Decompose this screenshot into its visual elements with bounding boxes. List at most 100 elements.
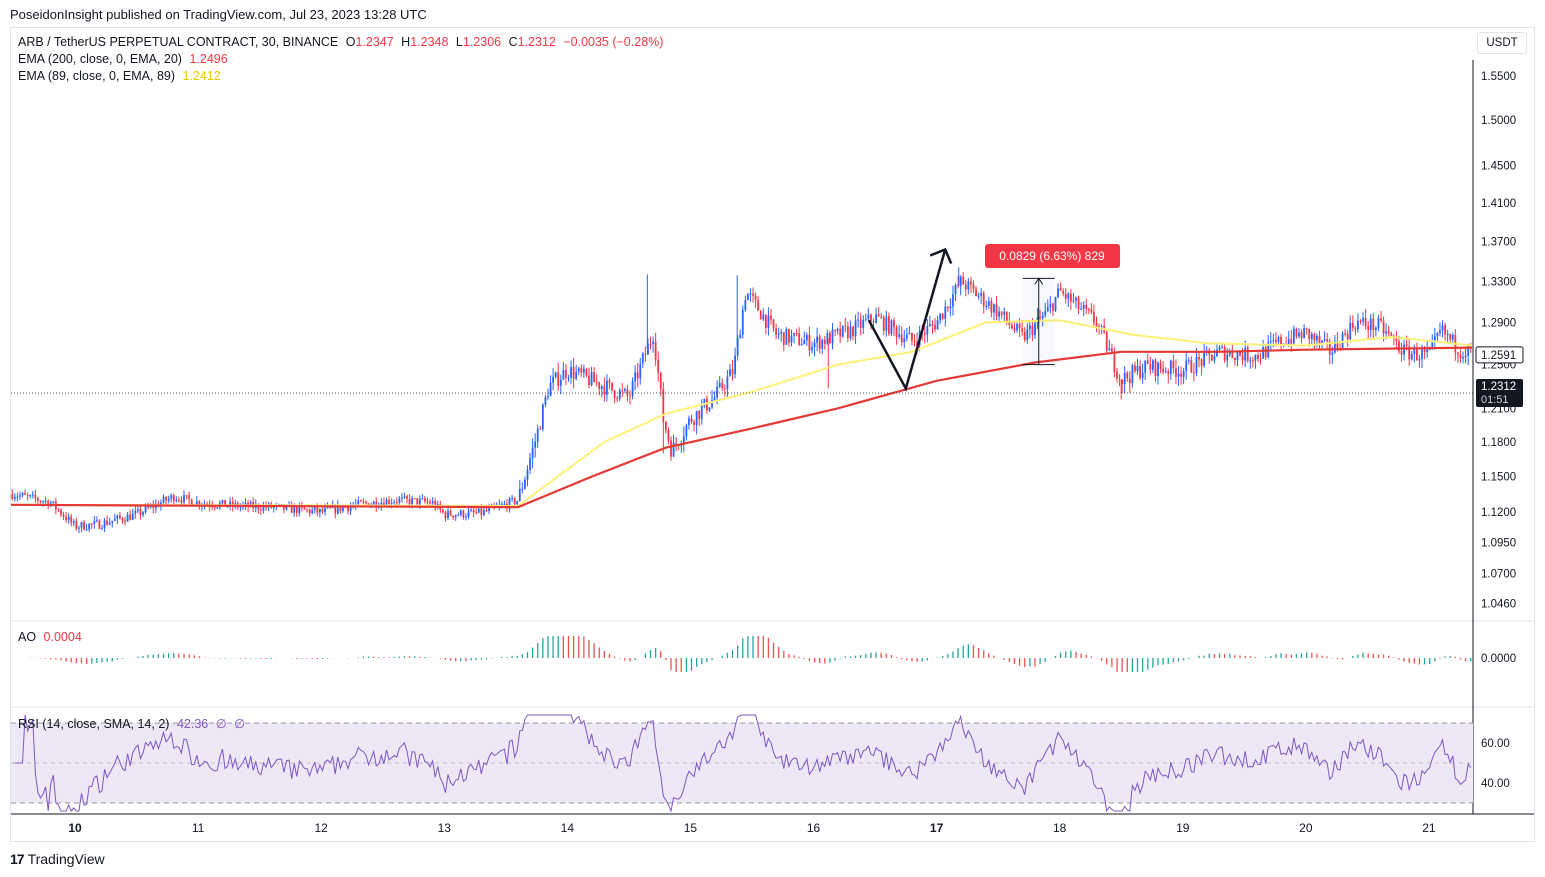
- rsi-value: 42.36: [176, 717, 209, 731]
- candle-body: [521, 488, 524, 490]
- candle-body: [388, 499, 390, 504]
- candle-body: [359, 500, 362, 502]
- candle-body: [1190, 360, 1193, 373]
- candle-body: [462, 510, 465, 518]
- candle-body: [608, 380, 611, 383]
- ema200-legend[interactable]: EMA (200, close, 0, EMA, 20) 1.2496: [18, 52, 232, 66]
- candle-body: [1357, 320, 1359, 330]
- candle-body: [1303, 328, 1306, 339]
- candle-body: [1367, 325, 1370, 330]
- candle-body: [1087, 308, 1090, 310]
- candle-body: [1005, 311, 1008, 322]
- candle-body: [424, 498, 426, 502]
- candle-body: [1167, 371, 1170, 374]
- candle-body: [1349, 322, 1352, 339]
- candle-body: [311, 509, 314, 514]
- candle-body: [459, 510, 462, 515]
- measure-arrow: [1034, 277, 1044, 285]
- candle-body: [844, 325, 847, 327]
- candle-body: [1126, 372, 1129, 379]
- measure-label-text: 0.0829 (6.63%) 829: [999, 249, 1105, 263]
- candle-body: [703, 399, 706, 406]
- rsi-tick-label: 60.00: [1481, 738, 1510, 750]
- candle-body: [1072, 300, 1075, 302]
- candle-body: [629, 395, 631, 397]
- candle-body: [659, 372, 662, 389]
- candle-body: [1039, 317, 1042, 319]
- candle-body: [931, 324, 934, 326]
- candle-body: [995, 304, 998, 317]
- tradingview-logo-icon: 17: [10, 851, 25, 867]
- candle-body: [941, 313, 944, 319]
- candle-body: [126, 514, 129, 522]
- candle-body: [1380, 318, 1382, 321]
- currency-unit-button[interactable]: USDT: [1477, 32, 1527, 54]
- candle-body: [580, 368, 583, 373]
- candle-body: [959, 276, 962, 287]
- candle-body: [1382, 320, 1385, 334]
- candle-body: [867, 314, 870, 319]
- candle-body: [480, 508, 483, 515]
- candle-body: [726, 376, 729, 389]
- candle-body: [42, 501, 44, 503]
- candle-body: [477, 508, 480, 513]
- candle-body: [1134, 365, 1136, 372]
- high-label: H: [401, 35, 411, 49]
- rsi-legend[interactable]: RSI (14, close, SMA, 14, 2) 42.36 ∅ ∅: [18, 716, 249, 731]
- candle-body: [1085, 305, 1088, 309]
- candle-body: [1216, 349, 1218, 357]
- candle-body: [893, 320, 895, 328]
- candle-body: [531, 447, 534, 459]
- candle-body: [413, 498, 416, 500]
- candle-body: [1198, 356, 1200, 360]
- candle-body: [877, 314, 880, 317]
- candle-body: [390, 502, 393, 504]
- candle-body: [1000, 311, 1003, 315]
- candle-body: [1011, 324, 1013, 329]
- candle-body: [1159, 362, 1162, 369]
- candle-body: [928, 324, 931, 326]
- candle-body: [970, 281, 972, 285]
- symbol-title[interactable]: ARB / TetherUS PERPETUAL CONTRACT, 30, B…: [18, 35, 339, 49]
- candle-body: [60, 510, 62, 515]
- candle-body: [805, 334, 808, 341]
- candle-body: [898, 334, 901, 337]
- candle-body: [421, 498, 424, 500]
- candle-body: [770, 315, 772, 320]
- candle-body: [1457, 352, 1459, 355]
- candle-body: [1139, 365, 1141, 378]
- time-tick-label: 16: [807, 821, 821, 835]
- candle-body: [1172, 360, 1175, 369]
- candle-body: [503, 503, 506, 505]
- candle-body: [485, 510, 488, 512]
- close-value: 1.2312: [517, 35, 556, 49]
- candle-body: [298, 505, 301, 514]
- candle-body: [152, 505, 155, 509]
- candle-body: [1313, 333, 1316, 341]
- candle-body: [957, 285, 959, 287]
- candle-body: [144, 506, 147, 513]
- candle-body: [1418, 359, 1421, 361]
- candle-body: [854, 320, 857, 337]
- candle-body: [349, 506, 352, 512]
- ema89-line: [10, 319, 1473, 508]
- candle-body: [318, 508, 321, 513]
- candle-body: [1105, 332, 1108, 351]
- candle-body: [567, 377, 570, 379]
- ema89-legend[interactable]: EMA (89, close, 0, EMA, 89) 1.2412: [18, 69, 225, 83]
- candle-body: [662, 388, 665, 422]
- candle-body: [613, 390, 616, 399]
- candle-body: [582, 368, 585, 373]
- ao-legend[interactable]: AO 0.0004: [18, 630, 86, 644]
- candle-body: [470, 510, 472, 512]
- candle-body: [162, 497, 165, 503]
- candle-body: [952, 294, 954, 307]
- candle-body: [39, 500, 42, 502]
- candle-body: [518, 488, 521, 502]
- candle-body: [167, 498, 170, 501]
- candle-body: [890, 320, 893, 334]
- candle-body: [106, 520, 109, 525]
- candle-body: [788, 329, 790, 343]
- candle-body: [870, 314, 872, 322]
